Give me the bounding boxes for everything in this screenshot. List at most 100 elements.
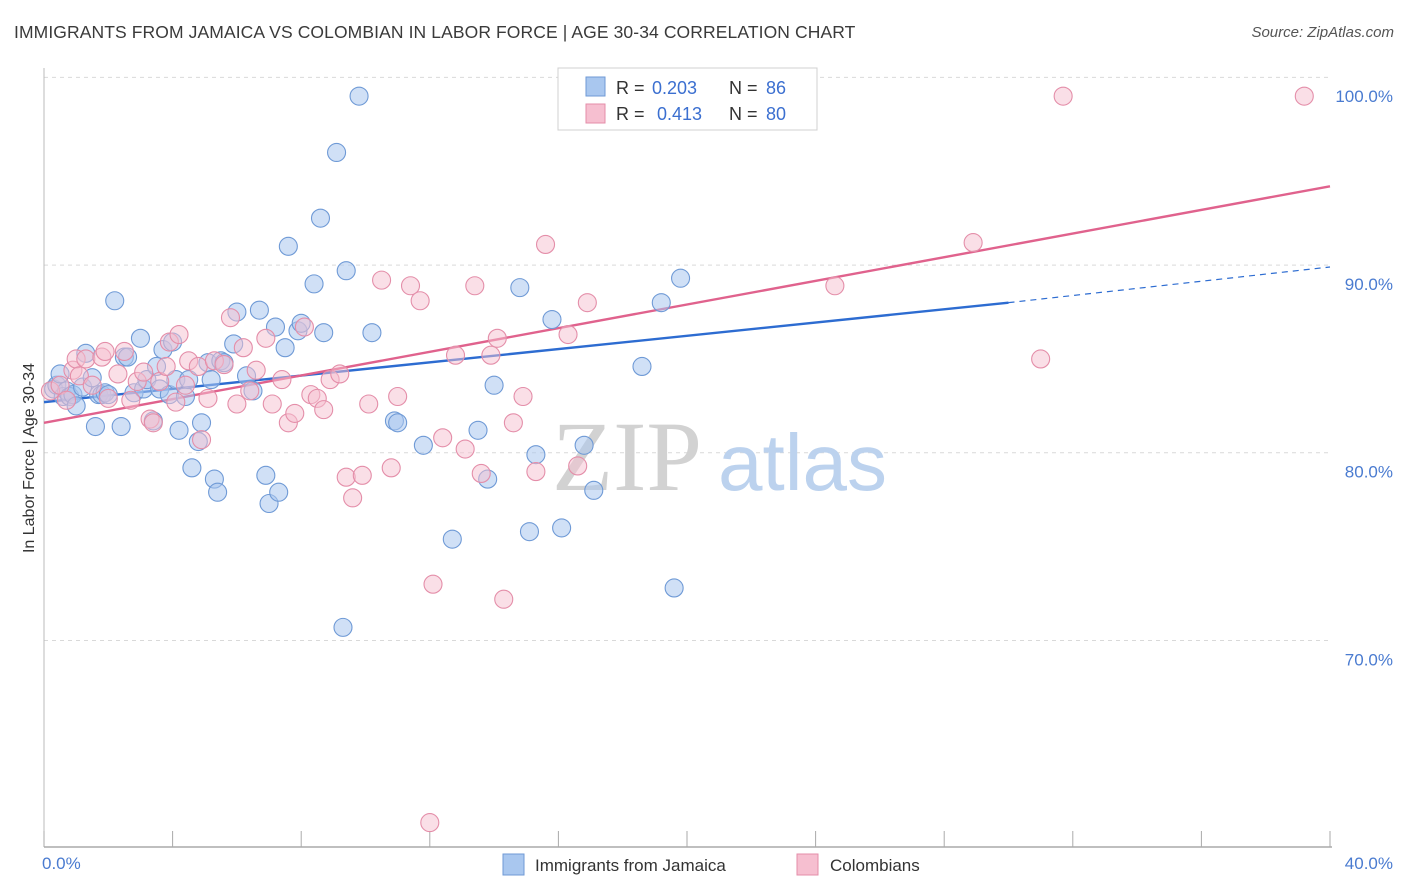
point-colombians-49 (359, 394, 379, 414)
point-jamaica-73 (526, 445, 546, 465)
gridlines (44, 76, 1332, 642)
point-colombians-37 (272, 370, 292, 390)
point-jamaica-81 (671, 268, 691, 288)
point-jamaica-40 (208, 482, 228, 502)
point-jamaica-51 (269, 482, 289, 502)
legend-n-label-1: N = (729, 78, 758, 98)
y-axis-title: In Labor Force | Age 30-34 (21, 363, 38, 553)
point-jamaica-56 (304, 274, 324, 294)
point-jamaica-36 (191, 413, 212, 433)
point-colombians-60 (471, 463, 491, 484)
point-colombians-59 (465, 276, 485, 296)
series-colombians-points (40, 86, 1314, 833)
point-colombians-55 (423, 574, 443, 594)
point-jamaica-80 (664, 578, 684, 598)
point-colombians-68 (558, 324, 578, 345)
point-jamaica-16 (105, 291, 125, 311)
point-jamaica-68 (468, 420, 488, 440)
point-colombians-29 (214, 355, 234, 375)
point-colombians-74 (825, 276, 845, 296)
point-colombians-22 (169, 324, 189, 345)
point-colombians-53 (400, 276, 421, 296)
point-jamaica-77 (584, 480, 604, 500)
point-colombians-62 (487, 328, 507, 348)
point-colombians-26 (191, 430, 212, 450)
y-tick-label-0: 100.0% (1335, 87, 1393, 106)
point-colombians-40 (294, 317, 314, 337)
point-colombians-27 (198, 388, 218, 408)
point-jamaica-79 (651, 293, 671, 313)
point-jamaica-38 (201, 370, 221, 390)
point-jamaica-75 (552, 518, 572, 538)
point-jamaica-57 (310, 208, 331, 228)
bottom-legend-label-jamaica: Immigrants from Jamaica (535, 856, 726, 875)
legend-box: R = 0.203 N = 86 R = 0.413 N = 80 (557, 67, 818, 131)
bottom-legend-label-colombians: Colombians (830, 856, 920, 875)
point-jamaica-21 (130, 328, 150, 348)
point-jamaica-78 (632, 356, 652, 377)
point-colombians-70 (577, 293, 597, 313)
legend-n-label-2: N = (729, 104, 758, 124)
point-colombians-67 (535, 234, 556, 254)
point-jamaica-53 (278, 236, 298, 256)
point-jamaica-11 (85, 416, 105, 437)
point-jamaica-70 (484, 375, 504, 395)
legend-r-label-1: R = (616, 78, 645, 98)
point-colombians-11 (108, 364, 128, 384)
legend-swatch-colombians (585, 103, 606, 124)
point-colombians-50 (372, 270, 392, 290)
watermark-atlas: atlas (718, 418, 887, 507)
y-tick-label-2: 80.0% (1345, 463, 1393, 482)
point-colombians-31 (227, 394, 247, 414)
point-colombians-65 (513, 386, 533, 407)
point-colombians-21 (166, 392, 186, 412)
point-colombians-77 (1053, 86, 1073, 106)
legend-n-value-2: 80 (766, 104, 786, 124)
point-colombians-35 (256, 328, 276, 348)
bottom-legend: Immigrants from Jamaica Colombians (502, 853, 920, 876)
point-jamaica-31 (169, 420, 189, 440)
point-colombians-19 (156, 356, 176, 377)
point-colombians-34 (246, 360, 266, 380)
bottom-legend-swatch-jamaica (502, 853, 525, 876)
point-colombians-57 (445, 345, 466, 365)
point-colombians-9 (95, 341, 115, 361)
point-colombians-2 (56, 390, 77, 410)
point-colombians-12 (114, 341, 134, 361)
point-colombians-30 (220, 308, 241, 328)
legend-swatch-jamaica (585, 76, 606, 97)
point-colombians-45 (330, 364, 350, 384)
point-jamaica-71 (510, 278, 530, 298)
point-colombians-76 (1031, 349, 1051, 369)
point-colombians-6 (76, 349, 96, 369)
point-jamaica-76 (574, 435, 594, 455)
point-jamaica-67 (442, 529, 462, 549)
legend-r-label-2: R = (616, 104, 645, 124)
point-jamaica-60 (333, 617, 353, 637)
point-colombians-79 (420, 813, 440, 833)
y-tick-label-3: 70.0% (1345, 650, 1393, 669)
point-jamaica-61 (336, 261, 356, 281)
x-tick-label-0: 0.0% (42, 854, 81, 873)
point-colombians-43 (314, 400, 334, 420)
trendline-jamaica-extension (1008, 266, 1331, 304)
point-jamaica-72 (519, 522, 540, 542)
bottom-legend-swatch-colombians (796, 853, 819, 876)
point-colombians-54 (410, 291, 430, 311)
point-colombians-47 (343, 488, 363, 508)
point-colombians-46 (336, 467, 356, 487)
point-colombians-48 (352, 465, 372, 485)
legend-r-value-1: 0.203 (652, 78, 697, 98)
point-jamaica-66 (413, 435, 433, 455)
point-colombians-15 (134, 362, 154, 382)
point-jamaica-47 (249, 300, 269, 320)
source-label: Source: ZipAtlas.com (1251, 24, 1394, 41)
point-jamaica-52 (275, 338, 295, 358)
chart-title: IMMIGRANTS FROM JAMAICA VS COLOMBIAN IN … (14, 22, 856, 42)
point-colombians-58 (455, 439, 475, 459)
axes (43, 68, 1332, 848)
point-jamaica-34 (182, 458, 202, 478)
legend-n-value-1: 86 (766, 78, 786, 98)
watermark: ZIP atlas (552, 401, 887, 512)
